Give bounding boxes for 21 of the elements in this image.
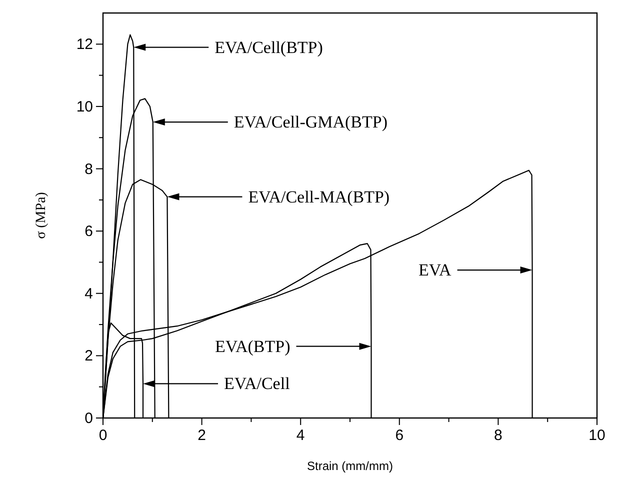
x-tick-label: 6 bbox=[395, 427, 404, 444]
series-label: EVA(BTP) bbox=[214, 336, 290, 356]
y-tick-label: 8 bbox=[84, 160, 93, 178]
x-tick-label: 2 bbox=[198, 427, 206, 444]
legend-label: EVA/Cell-GMA(BTP) bbox=[234, 112, 388, 132]
legend-label: EVA/Cell bbox=[224, 374, 290, 394]
x-tick-label: 0 bbox=[98, 427, 108, 444]
y-tick-label: 10 bbox=[76, 98, 93, 116]
x-tick-label: 8 bbox=[494, 427, 502, 444]
x-tick-label: 4 bbox=[296, 427, 305, 444]
y-tick-label: 12 bbox=[76, 36, 93, 54]
y-tick-label: 0 bbox=[84, 410, 93, 427]
y-tick-label: 4 bbox=[84, 285, 93, 302]
legend-label: EVA/Cell-MA(BTP) bbox=[248, 187, 390, 206]
y-tick-label: 2 bbox=[84, 348, 93, 365]
y-tick-label: 6 bbox=[84, 223, 93, 240]
x-tick-label: 10 bbox=[588, 427, 606, 444]
x-axis-title: Strain (mm/mm) bbox=[307, 459, 393, 473]
legend-label: EVA/Cell(BTP) bbox=[214, 38, 323, 57]
series-label: EVA bbox=[418, 260, 452, 280]
y-axis-title: σ (MPa) bbox=[34, 192, 49, 239]
